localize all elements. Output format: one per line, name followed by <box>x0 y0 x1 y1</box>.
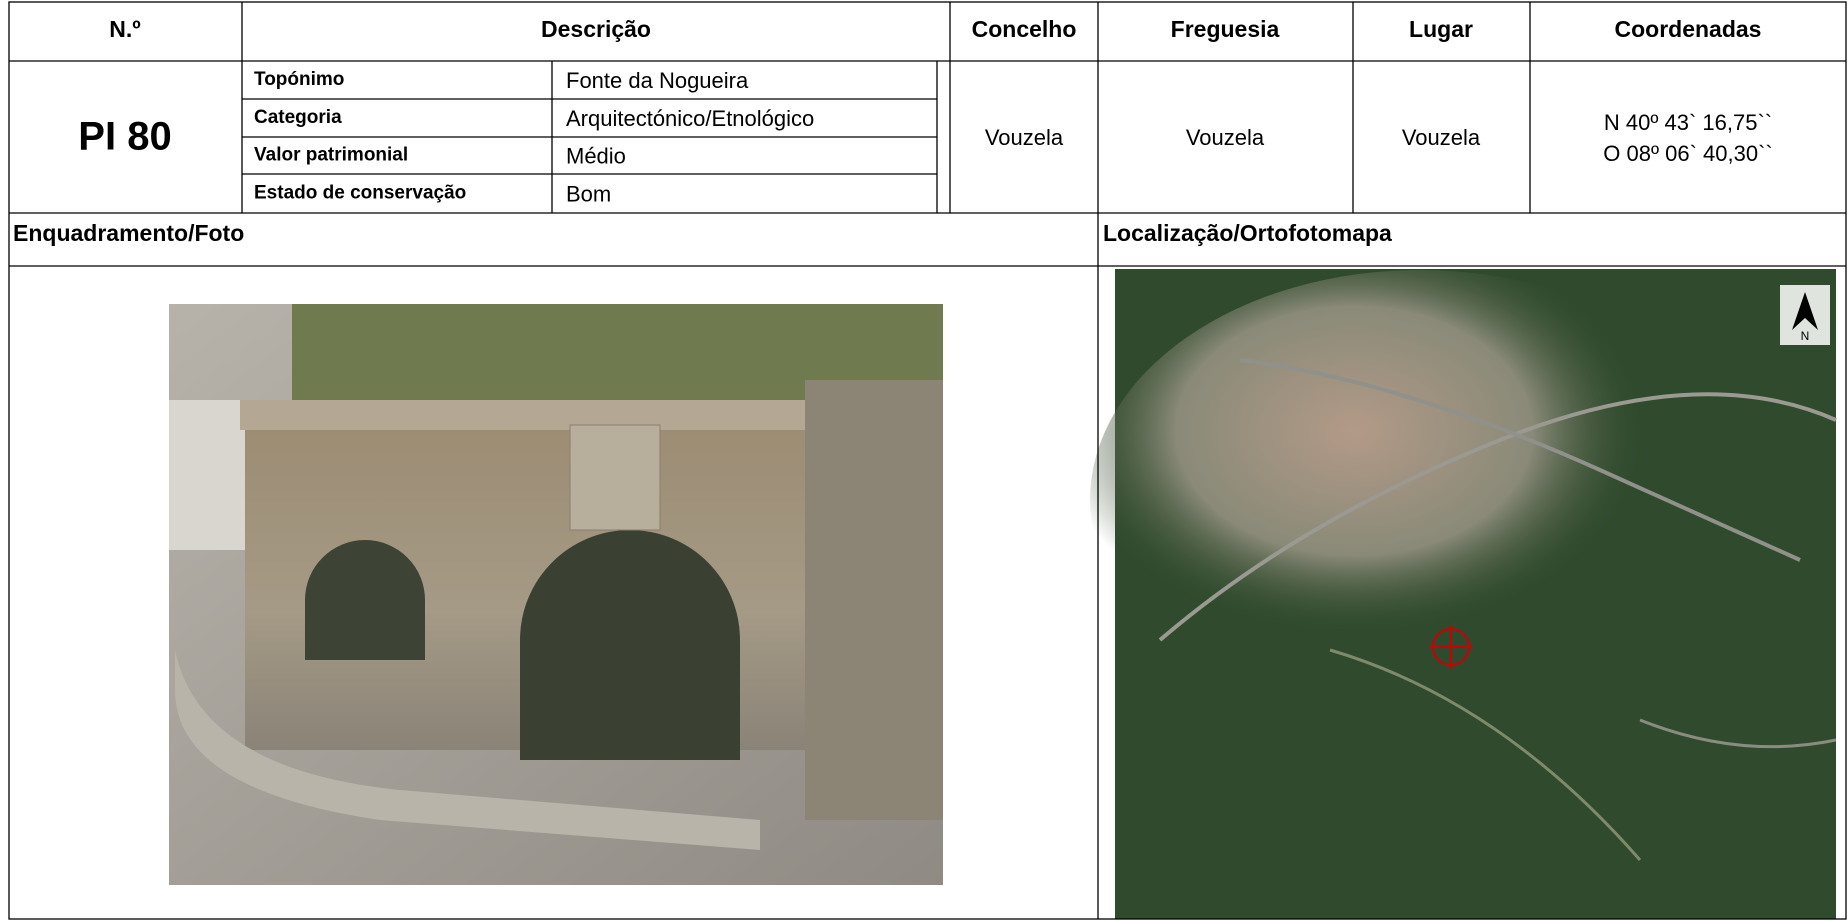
description-label: Estado de conservação <box>254 183 466 204</box>
concelho: Vouzela <box>985 125 1064 150</box>
description-label: Valor patrimonial <box>254 145 408 166</box>
photo <box>169 304 943 885</box>
table-rules <box>8 1 1847 920</box>
column-header: Concelho <box>972 16 1077 42</box>
coordinate: N 40º 43` 16,75`` <box>1604 110 1772 135</box>
section-title: Enquadramento/Foto <box>13 220 244 246</box>
column-header: Descrição <box>541 16 651 42</box>
north-label: N <box>1801 329 1810 343</box>
coordinate: O 08º 06` 40,30`` <box>1603 141 1772 166</box>
column-header: Coordenadas <box>1615 16 1762 42</box>
lugar: Vouzela <box>1402 125 1481 150</box>
column-header: N.º <box>109 16 140 42</box>
description-label: Topónimo <box>254 69 344 90</box>
orthophoto-map: N <box>1090 269 1837 919</box>
description-label: Categoria <box>254 107 342 128</box>
description-value: Arquitectónico/Etnológico <box>566 106 814 131</box>
section-title: Localização/Ortofotomapa <box>1103 220 1392 246</box>
description-value: Médio <box>566 143 626 168</box>
description-value: Bom <box>566 181 611 206</box>
column-header: Freguesia <box>1171 16 1280 42</box>
freguesia: Vouzela <box>1186 125 1265 150</box>
column-header: Lugar <box>1409 16 1473 42</box>
record-id: PI 80 <box>78 115 171 159</box>
description-value: Fonte da Nogueira <box>566 68 749 93</box>
